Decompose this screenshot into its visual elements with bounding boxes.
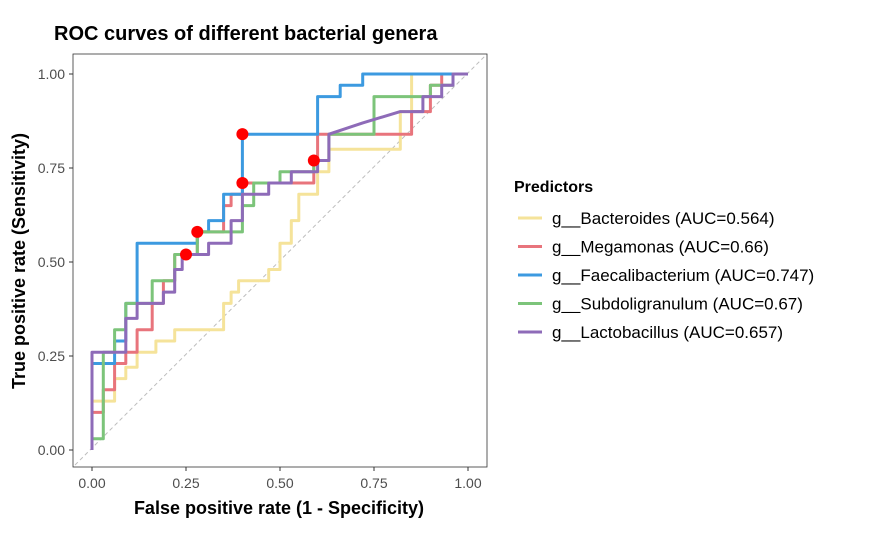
roc-curves bbox=[90, 72, 468, 450]
legend-label: g__Bacteroides (AUC=0.564) bbox=[552, 209, 775, 228]
x-tick-label: 0.75 bbox=[360, 475, 387, 491]
chart-title: ROC curves of different bacterial genera bbox=[54, 23, 438, 45]
y-tick-label: 0.75 bbox=[38, 160, 65, 176]
cutoff-point bbox=[307, 154, 320, 167]
cutoff-points bbox=[180, 128, 320, 261]
cutoff-point bbox=[236, 128, 249, 141]
legend-title: Predictors bbox=[514, 179, 593, 196]
legend-label: g__Lactobacillus (AUC=0.657) bbox=[552, 323, 783, 342]
x-tick-label: 0.50 bbox=[266, 475, 293, 491]
x-tick-label: 1.00 bbox=[454, 475, 481, 491]
legend-label: g__Faecalibacterium (AUC=0.747) bbox=[552, 266, 814, 285]
cutoff-point bbox=[191, 225, 204, 238]
x-axis-label: False positive rate (1 - Specificity) bbox=[134, 498, 424, 518]
y-axis-label: True positive rate (Sensitivity) bbox=[9, 133, 29, 389]
axis-ticks: 0.00 0.25 0.50 0.75 1.00 0.00 0.25 0.50 0.75 1.00 bbox=[38, 66, 482, 491]
cutoff-point bbox=[236, 177, 249, 190]
x-tick-label: 0.25 bbox=[172, 475, 199, 491]
y-tick-label: 0.25 bbox=[38, 348, 65, 364]
y-tick-label: 1.00 bbox=[38, 66, 65, 82]
roc-curve-5 bbox=[90, 72, 468, 450]
y-tick-label: 0.50 bbox=[38, 254, 65, 270]
y-tick-label: 0.00 bbox=[38, 442, 65, 458]
roc-curve-1 bbox=[90, 72, 468, 450]
cutoff-point bbox=[180, 248, 192, 261]
legend-label: g__Subdoligranulum (AUC=0.67) bbox=[552, 295, 803, 314]
x-tick-label: 0.00 bbox=[78, 475, 105, 491]
legend-label: g__Megamonas (AUC=0.66) bbox=[552, 238, 769, 257]
legend: Predictors g__Bacteroides (AUC=0.564) g__… bbox=[514, 179, 814, 342]
